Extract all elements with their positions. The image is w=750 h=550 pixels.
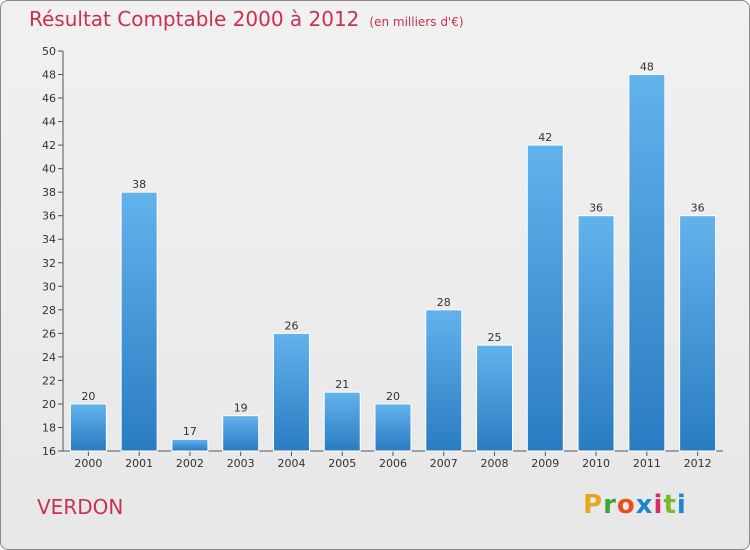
x-tick-label: 2009 xyxy=(531,457,559,470)
logo-letter: t xyxy=(663,490,677,520)
bar xyxy=(425,309,463,452)
logo-letter: o xyxy=(616,490,636,520)
bar-value-label: 28 xyxy=(437,296,451,309)
bar xyxy=(374,403,412,452)
x-tick-label: 2006 xyxy=(379,457,407,470)
bar-value-label: 26 xyxy=(284,319,298,332)
y-tick-label: 18 xyxy=(42,421,56,434)
x-tick-label: 2005 xyxy=(328,457,356,470)
bar xyxy=(222,415,260,452)
x-tick-label: 2004 xyxy=(277,457,305,470)
bar-value-label: 48 xyxy=(640,61,654,74)
bar xyxy=(476,344,514,452)
y-tick-label: 42 xyxy=(42,139,56,152)
bar xyxy=(171,438,209,452)
bar-value-label: 36 xyxy=(589,202,603,215)
y-tick-label: 16 xyxy=(42,445,56,458)
bar xyxy=(69,403,107,452)
x-tick-label: 2001 xyxy=(125,457,153,470)
data-labels: 20 38 17 19 26 21 20 28 25 42 36 48 36 xyxy=(81,61,704,439)
x-tick-label: 2007 xyxy=(430,457,458,470)
x-tick-label: 2008 xyxy=(481,457,509,470)
y-tick-label: 28 xyxy=(42,304,56,317)
y-tick-label: 50 xyxy=(42,45,56,58)
proxiti-logo[interactable]: Proxiti xyxy=(583,490,687,520)
bar xyxy=(679,215,717,452)
logo-letter: P xyxy=(583,490,604,520)
logo-letter: x xyxy=(635,490,654,520)
bar-value-label: 21 xyxy=(335,378,349,391)
bar xyxy=(526,144,564,452)
y-tick-label: 26 xyxy=(42,327,56,340)
y-axis: 16 18 20 22 24 26 28 30 32 34 36 38 40 42 44 46 48 50 xyxy=(42,45,64,458)
bar-value-label: 36 xyxy=(691,202,705,215)
y-tick-label: 46 xyxy=(42,92,56,105)
y-tick-label: 34 xyxy=(42,233,56,246)
bar-value-label: 42 xyxy=(538,131,552,144)
bar xyxy=(323,391,361,452)
y-tick-label: 36 xyxy=(42,210,56,223)
bar-value-label: 20 xyxy=(81,390,95,403)
bars xyxy=(69,74,717,452)
bar-value-label: 19 xyxy=(234,402,248,415)
bar xyxy=(120,191,158,452)
x-tick-label: 2002 xyxy=(176,457,204,470)
logo-letter: i xyxy=(676,490,687,520)
chart-title: Résultat Comptable 2000 à 2012 (en millie… xyxy=(29,7,464,31)
y-tick-label: 20 xyxy=(42,398,56,411)
x-tick-label: 2010 xyxy=(582,457,610,470)
y-tick-label: 40 xyxy=(42,163,56,176)
chart-subtitle: (en milliers d'€) xyxy=(369,15,464,29)
x-tick-label: 2012 xyxy=(684,457,712,470)
bar xyxy=(577,215,615,452)
logo-letter: r xyxy=(603,490,617,520)
y-tick-label: 30 xyxy=(42,280,56,293)
y-tick-label: 32 xyxy=(42,257,56,270)
x-axis: 2000 2001 2002 2003 2004 2005 2006 2007 2008 2009… xyxy=(63,450,723,470)
logo-letter: i xyxy=(653,490,664,520)
chart-title-text: Résultat Comptable 2000 à 2012 xyxy=(29,7,360,31)
y-tick-label: 38 xyxy=(42,186,56,199)
y-tick-label: 24 xyxy=(42,351,56,364)
commune-name: VERDON xyxy=(37,495,124,519)
x-tick-label: 2003 xyxy=(227,457,255,470)
bar-value-label: 38 xyxy=(132,178,146,191)
bar-value-label: 25 xyxy=(488,331,502,344)
y-tick-label: 44 xyxy=(42,116,56,129)
y-tick-label: 48 xyxy=(42,69,56,82)
bar-value-label: 20 xyxy=(386,390,400,403)
y-tick-label: 22 xyxy=(42,374,56,387)
bar xyxy=(272,332,310,452)
x-tick-label: 2000 xyxy=(74,457,102,470)
bar xyxy=(628,74,666,452)
bar-value-label: 17 xyxy=(183,425,197,438)
x-tick-label: 2011 xyxy=(633,457,661,470)
